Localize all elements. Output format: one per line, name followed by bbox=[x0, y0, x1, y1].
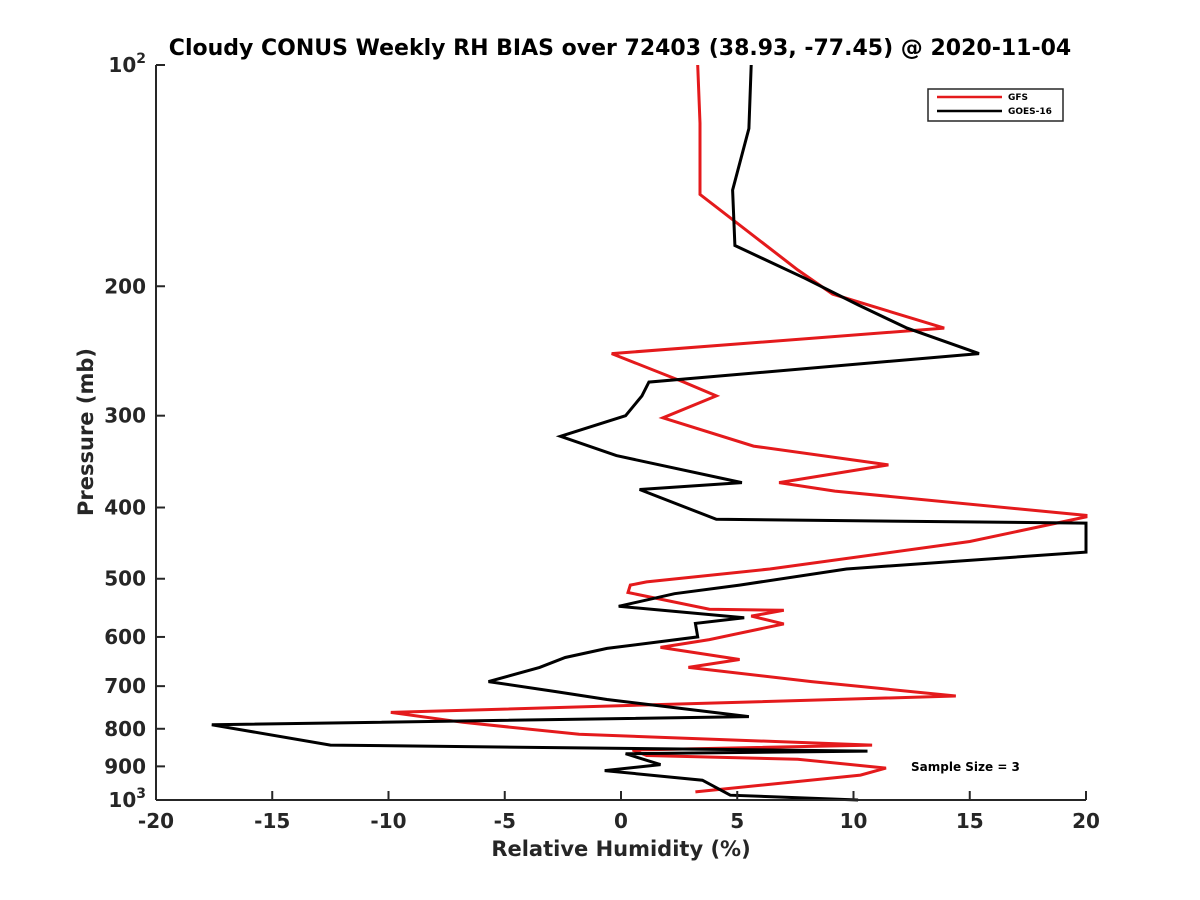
y-tick-label: 103 bbox=[108, 786, 146, 812]
y-tick-label-base: 400 bbox=[104, 496, 146, 520]
y-tick-label-base: 10 bbox=[108, 788, 136, 812]
legend: GFS GOES-16 bbox=[927, 88, 1064, 122]
chart-title: Cloudy CONUS Weekly RH BIAS over 72403 (… bbox=[169, 36, 1071, 61]
x-tick-label: -10 bbox=[370, 809, 406, 833]
legend-label-gfs: GFS bbox=[1008, 93, 1028, 103]
y-tick-label-exponent: 3 bbox=[136, 786, 146, 802]
y-tick-label: 600 bbox=[104, 625, 146, 649]
y-tick-label: 400 bbox=[104, 496, 146, 520]
x-tick-label: 10 bbox=[840, 809, 868, 833]
y-tick-label: 800 bbox=[104, 717, 146, 741]
legend-label-goes16: GOES-16 bbox=[1008, 107, 1052, 117]
y-tick-label-exponent: 2 bbox=[136, 51, 146, 67]
series-line-goes16 bbox=[211, 64, 1088, 802]
y-tick-label: 200 bbox=[104, 274, 146, 298]
series-line-gfs bbox=[390, 64, 1088, 794]
plot-lines bbox=[211, 64, 1088, 802]
x-tick-label: -15 bbox=[254, 809, 290, 833]
x-tick-label: -5 bbox=[494, 809, 516, 833]
y-tick-label-base: 300 bbox=[104, 404, 146, 428]
legend-box bbox=[927, 88, 1064, 122]
y-tick-label: 102 bbox=[108, 51, 146, 77]
y-tick-label-base: 200 bbox=[104, 274, 146, 298]
x-tick-label: -20 bbox=[138, 809, 174, 833]
x-tick-label: 15 bbox=[956, 809, 984, 833]
y-tick-label-base: 500 bbox=[104, 567, 146, 591]
y-tick-label-base: 900 bbox=[104, 754, 146, 778]
y-tick-label: 900 bbox=[104, 754, 146, 778]
y-axis-title: Pressure (mb) bbox=[74, 348, 98, 516]
y-tick-label: 700 bbox=[104, 674, 146, 698]
y-tick-label-base: 10 bbox=[108, 53, 136, 77]
x-tick-label: 5 bbox=[730, 809, 744, 833]
x-axis-title: Relative Humidity (%) bbox=[491, 837, 750, 861]
x-ticks: -20 -15 -10 -5 0 5 10 15 20 bbox=[138, 791, 1100, 833]
x-tick-label: 20 bbox=[1072, 809, 1100, 833]
y-tick-label: 500 bbox=[104, 567, 146, 591]
sample-size-annotation: Sample Size = 3 bbox=[911, 760, 1020, 774]
y-tick-label: 300 bbox=[104, 404, 146, 428]
y-tick-label-base: 700 bbox=[104, 674, 146, 698]
x-tick-label: 0 bbox=[614, 809, 628, 833]
y-tick-label-base: 600 bbox=[104, 625, 146, 649]
y-tick-label-base: 800 bbox=[104, 717, 146, 741]
